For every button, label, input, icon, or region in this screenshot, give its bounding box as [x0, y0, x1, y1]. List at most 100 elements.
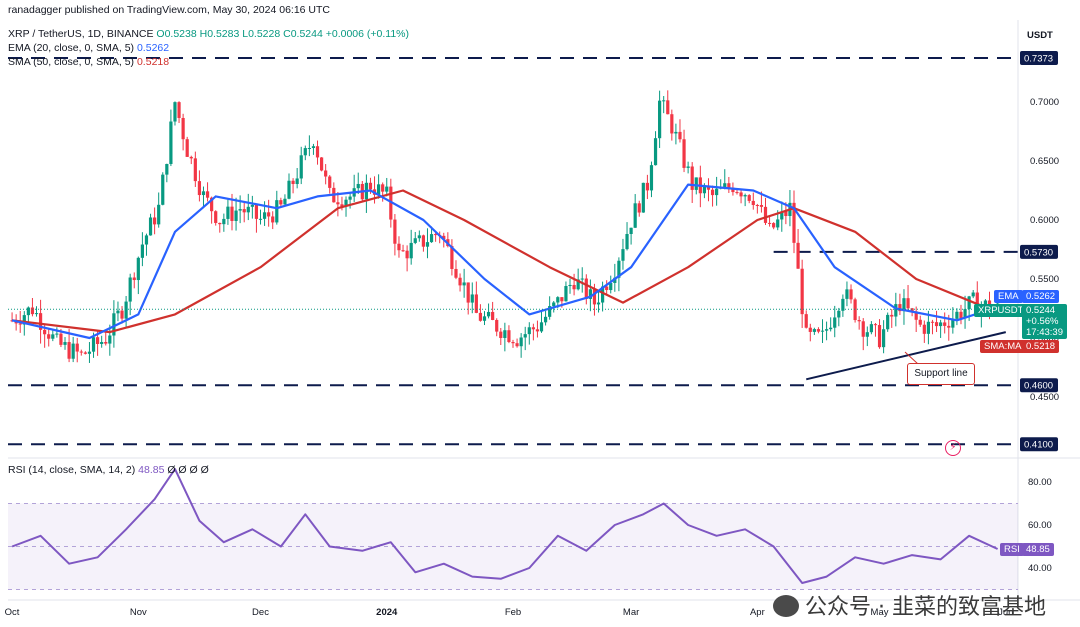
- time-axis: Oct Nov Dec 2024 Feb Mar Apr May Jun: [5, 607, 1014, 618]
- level-tag-bg-3: [1020, 437, 1058, 452]
- candle-226: [930, 319, 935, 335]
- candle-28: [124, 295, 128, 329]
- candle-50: [214, 210, 218, 226]
- candle-167: [690, 162, 694, 203]
- level-tag-3: 0.4100: [1024, 440, 1053, 451]
- publisher-text: ranadagger published on TradingView.com,…: [8, 4, 331, 16]
- candle-157: [649, 161, 654, 198]
- level-tag-bg-2: [1020, 378, 1058, 393]
- candle-182: [751, 192, 755, 210]
- rsi-legend[interactable]: RSI (14, close, SMA, 14, 2) 48.85 Ø Ø Ø …: [8, 464, 209, 476]
- candle-77: [324, 164, 328, 185]
- candle-229: [943, 312, 947, 334]
- ema-legend[interactable]: EMA (20, close, 0, SMA, 5) 0.5262: [8, 42, 169, 54]
- candle-206: [849, 284, 853, 304]
- candle-121: [503, 322, 507, 352]
- candle-212: [873, 322, 878, 337]
- candle-113: [470, 282, 474, 314]
- candle-202: [833, 305, 837, 338]
- symbol-axis-label: XRPUSDT: [974, 304, 1028, 317]
- sma-legend[interactable]: SMA (50, close, 0, SMA, 5) 0.5218: [8, 56, 169, 68]
- candle-70: [295, 167, 299, 189]
- candle-38: [165, 163, 169, 183]
- time-tick-8: Jun: [998, 607, 1013, 618]
- rsi-band: [8, 503, 1018, 590]
- candle-73: [307, 135, 311, 157]
- candle-149: [617, 257, 621, 292]
- candles: [10, 90, 1000, 363]
- level-tag-0: 0.7373: [1024, 53, 1053, 64]
- candle-156: [645, 174, 649, 200]
- price-tick-5: 0.4500: [1030, 392, 1059, 403]
- currency-label: USDT: [1027, 30, 1053, 41]
- candle-163: [674, 123, 678, 145]
- candle-98: [409, 229, 413, 265]
- support-line-stroke: [805, 331, 1007, 381]
- candle-33: [144, 233, 149, 256]
- price-tick-1: 0.6500: [1030, 156, 1059, 167]
- candle-43: [185, 136, 189, 157]
- candle-16: [75, 337, 79, 363]
- candle-102: [425, 228, 430, 259]
- candle-53: [226, 199, 230, 225]
- candle-122: [507, 325, 511, 344]
- ohlc-values: O0.5238 H0.5283 L0.5228 C0.5244 +0.0006 …: [156, 28, 410, 40]
- candle-162: [670, 109, 674, 141]
- candle-24: [108, 324, 112, 356]
- candle-116: [482, 311, 487, 326]
- candle-56: [238, 195, 242, 224]
- candle-137: [568, 278, 572, 294]
- candle-225: [926, 310, 931, 345]
- price-tick-2: 0.6000: [1030, 215, 1059, 226]
- symbol-name[interactable]: XRP / TetherUS, 1D, BINANCE: [8, 28, 154, 40]
- candle-154: [637, 200, 641, 217]
- candle-44: [189, 155, 193, 165]
- candle-233: [959, 304, 963, 325]
- candle-204: [841, 294, 845, 317]
- candle-66: [279, 197, 283, 208]
- candle-214: [882, 320, 886, 354]
- candle-123: [511, 339, 515, 348]
- candle-104: [434, 231, 438, 242]
- candle-58: [246, 193, 250, 221]
- candle-220: [906, 285, 910, 311]
- support-line: [805, 331, 1007, 381]
- ema-axis-value: 0.5262: [1022, 290, 1060, 303]
- candle-211: [869, 321, 873, 335]
- candle-144: [596, 291, 601, 313]
- candle-147: [609, 275, 613, 294]
- rsi-legend-label: RSI (14, close, SMA, 14, 2): [8, 464, 136, 476]
- candle-152: [629, 227, 633, 245]
- candle-26: [116, 301, 120, 322]
- rsi-tick-1: 60.00: [1028, 520, 1052, 531]
- time-tick-7: May: [871, 607, 889, 618]
- sma-axis-value: 0.5218: [1022, 340, 1060, 353]
- level-tag-bg-1: [1020, 244, 1058, 259]
- candle-153: [633, 194, 637, 228]
- price-tick-3: 0.5500: [1030, 274, 1059, 285]
- candle-71: [299, 146, 303, 185]
- candle-80: [336, 191, 340, 217]
- candle-120: [499, 327, 503, 346]
- candle-52: [222, 213, 226, 232]
- candle-138: [572, 273, 576, 296]
- candle-213: [877, 319, 882, 349]
- wechat-icon: [773, 595, 800, 617]
- event-flag-icon[interactable]: ⚡: [945, 440, 961, 456]
- candle-96: [401, 244, 405, 252]
- candle-67: [283, 194, 287, 205]
- candle-224: [922, 320, 926, 343]
- candle-7: [38, 299, 43, 344]
- candle-228: [939, 319, 943, 338]
- candle-48: [205, 182, 210, 202]
- indicator-lines: [8, 183, 1018, 584]
- candle-210: [865, 326, 869, 347]
- candle-35: [153, 207, 157, 235]
- candle-164: [678, 119, 682, 143]
- candle-10: [51, 330, 55, 342]
- candle-100: [417, 230, 421, 242]
- support-callout-pointer: [904, 351, 919, 365]
- candle-172: [710, 185, 715, 207]
- sma-axis-label: SMA:MA: [980, 340, 1026, 353]
